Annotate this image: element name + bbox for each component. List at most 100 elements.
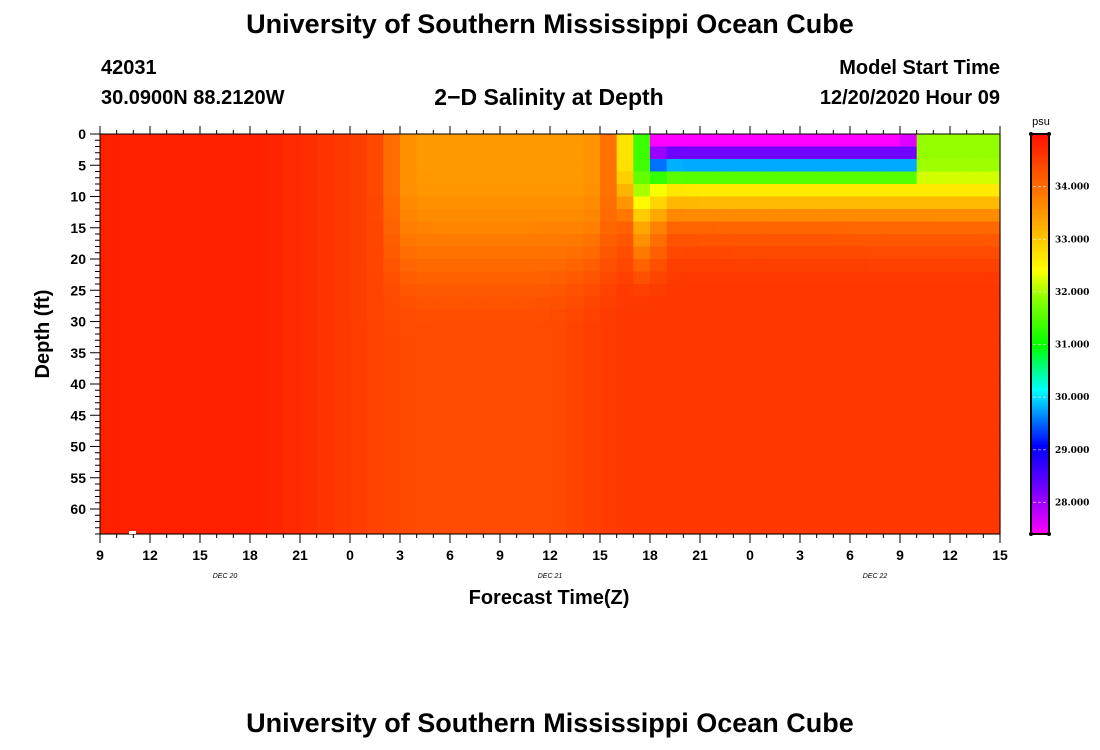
heatmap-cell [116,234,134,248]
heatmap-cell [250,321,268,335]
heatmap-cell [133,496,151,510]
heatmap-cell [616,246,634,260]
heatmap-cell [450,259,468,273]
y-tick-label: 10 [70,189,86,205]
heatmap-cell [366,296,384,310]
heatmap-cell [450,446,468,460]
heatmap-cell [950,446,968,460]
heatmap-cell [633,359,651,373]
heatmap-cell [133,221,151,235]
heatmap-cell [266,309,284,323]
heatmap-cell [633,409,651,423]
heatmap-cell [250,209,268,223]
heatmap-cell [116,284,134,298]
heatmap-cell [833,496,851,510]
heatmap-cell [816,371,834,385]
heatmap-cell [216,221,234,235]
heatmap-cell [233,284,251,298]
station-id: 42031 [101,57,157,79]
heatmap-cell [966,371,984,385]
heatmap-cell [250,421,268,435]
heatmap-cell [366,521,384,535]
heatmap-cell [433,146,451,160]
heatmap-cell [350,321,368,335]
heatmap-cell [116,246,134,260]
heatmap-cell [200,134,218,148]
heatmap-cell [583,384,601,398]
heatmap-cell [616,459,634,473]
heatmap-cell [266,196,284,210]
heatmap-cell [150,509,168,523]
heatmap-cell [650,496,668,510]
heatmap-cell [500,484,518,498]
heatmap-cell [300,471,318,485]
heatmap-cell [683,471,701,485]
heatmap-cell [416,521,434,535]
heatmap-cell [483,159,501,173]
heatmap-cell [350,196,368,210]
heatmap-cell [733,421,751,435]
heatmap-cell [366,209,384,223]
heatmap-cell [950,134,968,148]
heatmap-cell [566,146,584,160]
heatmap-cell [616,296,634,310]
heatmap-cell [250,134,268,148]
heatmap-cell [216,146,234,160]
heatmap-cell [716,396,734,410]
heatmap-cell [433,421,451,435]
heatmap-cell [466,184,484,198]
heatmap-cell [200,421,218,435]
heatmap-cell [983,321,1001,335]
heatmap-cell [266,221,284,235]
heatmap-cell [716,446,734,460]
heatmap-cell [583,396,601,410]
heatmap-cell [750,159,768,173]
y-tick-label: 20 [70,251,86,267]
model-start-label: Model Start Time [839,57,1000,79]
heatmap-cell [583,134,601,148]
heatmap-cell [416,384,434,398]
heatmap-cell [100,159,118,173]
heatmap-cell [816,171,834,185]
heatmap-cell [783,346,801,360]
heatmap-cell [750,196,768,210]
heatmap-cell [416,321,434,335]
heatmap-cell [150,359,168,373]
heatmap-cell [383,371,401,385]
heatmap-cell [733,434,751,448]
heatmap-cell [400,134,418,148]
heatmap-cell [366,321,384,335]
heatmap-cell [616,496,634,510]
heatmap-cell [316,184,334,198]
heatmap-cell [516,184,534,198]
heatmap-cell [583,346,601,360]
heatmap-cell [700,484,718,498]
heatmap-cell [916,521,934,535]
heatmap-cell [150,184,168,198]
heatmap-cell [283,234,301,248]
heatmap-cell [383,284,401,298]
heatmap-cell [750,234,768,248]
heatmap-cell [750,421,768,435]
x-tick-label: 12 [942,547,958,563]
heatmap-cell [550,309,568,323]
heatmap-cell [116,146,134,160]
heatmap-cell [650,521,668,535]
heatmap-cell [816,459,834,473]
heatmap-cell [166,496,184,510]
heatmap-cell [850,371,868,385]
heatmap-cell [600,521,618,535]
heatmap-cell [783,321,801,335]
heatmap-cell [683,346,701,360]
heatmap-cell [466,246,484,260]
heatmap-cell [950,421,968,435]
heatmap-cell [700,434,718,448]
heatmap-cell [333,196,351,210]
heatmap-cell [216,321,234,335]
heatmap-cell [650,346,668,360]
heatmap-cell [750,246,768,260]
heatmap-cell [800,521,818,535]
heatmap-cell [166,259,184,273]
heatmap-cell [200,384,218,398]
heatmap-cell [116,471,134,485]
